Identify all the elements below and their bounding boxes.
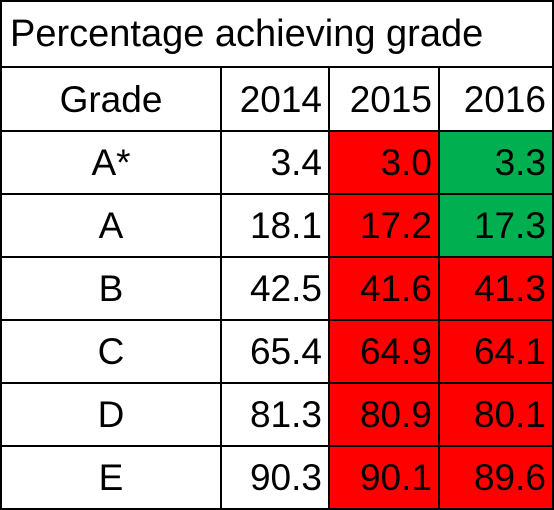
value-cell: 42.5 (220, 256, 330, 321)
value-cell: 41.6 (328, 256, 440, 321)
value-cell: 89.6 (438, 445, 554, 510)
value-cell: 18.1 (220, 193, 330, 258)
year-header-2016: 2016 (438, 66, 554, 132)
year-header-2015: 2015 (328, 66, 440, 132)
grade-cell: A* (0, 130, 222, 195)
value-cell: 17.3 (438, 193, 554, 258)
value-cell: 3.4 (220, 130, 330, 195)
grade-cell: A (0, 193, 222, 258)
table-row: C 65.4 64.9 64.1 (0, 319, 554, 384)
value-cell: 64.1 (438, 319, 554, 384)
table-row: A* 3.4 3.0 3.3 (0, 130, 554, 195)
grade-column-header: Grade (0, 66, 222, 132)
grade-cell: C (0, 319, 222, 384)
table-title: Percentage achieving grade (0, 0, 554, 68)
value-cell: 80.9 (328, 382, 440, 447)
value-cell: 64.9 (328, 319, 440, 384)
header-row: Grade 2014 2015 2016 (0, 66, 554, 132)
table-row: A 18.1 17.2 17.3 (0, 193, 554, 258)
year-header-2014: 2014 (220, 66, 330, 132)
value-cell: 90.3 (220, 445, 330, 510)
grade-cell: D (0, 382, 222, 447)
value-cell: 3.0 (328, 130, 440, 195)
value-cell: 90.1 (328, 445, 440, 510)
value-cell: 17.2 (328, 193, 440, 258)
value-cell: 41.3 (438, 256, 554, 321)
value-cell: 3.3 (438, 130, 554, 195)
grade-cell: E (0, 445, 222, 510)
value-cell: 65.4 (220, 319, 330, 384)
value-cell: 80.1 (438, 382, 554, 447)
table-row: E 90.3 90.1 89.6 (0, 445, 554, 510)
table-row: D 81.3 80.9 80.1 (0, 382, 554, 447)
value-cell: 81.3 (220, 382, 330, 447)
grade-cell: B (0, 256, 222, 321)
table-row: B 42.5 41.6 41.3 (0, 256, 554, 321)
